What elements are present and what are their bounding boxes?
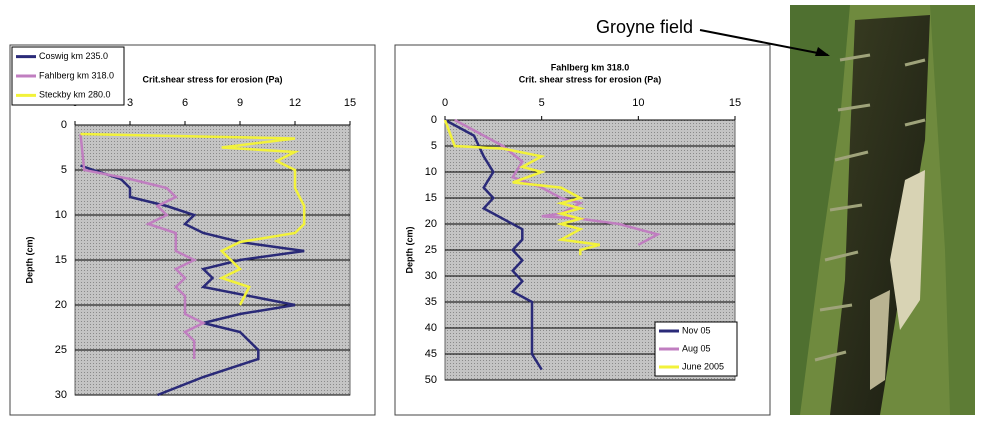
y-tick-label: 0: [61, 119, 67, 131]
photo-label: Groyne field: [596, 17, 693, 37]
y-tick-label: 10: [55, 209, 67, 221]
x-tick-label: 6: [182, 97, 188, 109]
series-line: [444, 118, 543, 371]
x-tick-label: 15: [729, 97, 741, 109]
y-tick-label: 10: [425, 166, 437, 178]
y-axis-label: Depth (cm): [24, 236, 34, 283]
legend-label: Aug 05: [682, 343, 711, 353]
legend-label: Coswig km 235.0: [39, 51, 108, 61]
chart-subtitle: Crit. shear stress for erosion (Pa): [519, 74, 662, 84]
legend-label: June 2005: [682, 361, 724, 371]
series-line: [443, 119, 601, 256]
x-tick-label: 12: [289, 97, 301, 109]
legend-label: Nov 05: [682, 325, 711, 335]
y-tick-label: 35: [425, 296, 437, 308]
series-line: [80, 164, 305, 397]
y-tick-label: 40: [425, 322, 437, 334]
y-tick-label: 20: [425, 218, 437, 230]
x-tick-label: 3: [127, 97, 133, 109]
x-tick-label: 9: [237, 97, 243, 109]
y-tick-label: 15: [55, 254, 67, 266]
chart-title: Fahlberg km 318.0: [551, 62, 630, 72]
y-tick-label: 25: [55, 344, 67, 356]
y-axis-label: Depth (cm): [404, 226, 414, 273]
y-tick-label: 30: [55, 389, 67, 401]
y-tick-label: 25: [425, 244, 437, 256]
aerial-photo: [790, 5, 975, 415]
arrow: [699, 29, 829, 56]
legend-label: Fahlberg km 318.0: [39, 70, 114, 80]
y-tick-label: 30: [425, 270, 437, 282]
y-tick-label: 5: [61, 164, 67, 176]
y-tick-label: 20: [55, 299, 67, 311]
y-tick-label: 5: [431, 140, 437, 152]
y-tick-label: 50: [425, 374, 437, 386]
legend-label: Steckby km 280.0: [39, 90, 111, 100]
series-line: [80, 132, 306, 306]
x-tick-label: 0: [442, 97, 448, 109]
y-tick-label: 45: [425, 348, 437, 360]
x-tick-label: 5: [539, 97, 545, 109]
chart-title: Crit.shear stress for erosion (Pa): [142, 74, 282, 84]
y-tick-label: 15: [425, 192, 437, 204]
y-tick-label: 0: [431, 114, 437, 126]
series-line: [79, 133, 207, 359]
arrow-head: [815, 47, 830, 56]
x-tick-label: 15: [344, 97, 356, 109]
x-tick-label: 10: [632, 97, 644, 109]
